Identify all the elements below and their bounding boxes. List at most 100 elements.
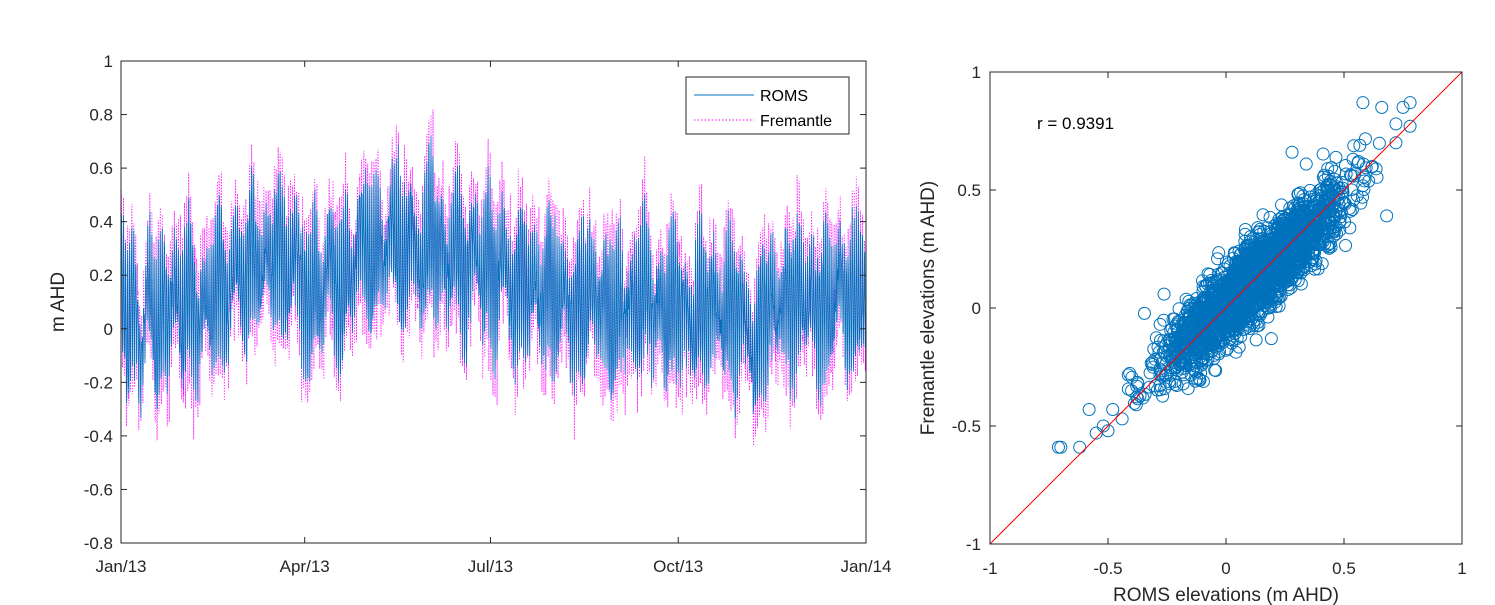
scatter-point — [1173, 332, 1187, 346]
scatter-point — [1356, 190, 1369, 204]
scatter-point — [1190, 334, 1204, 347]
scatter-point — [1369, 162, 1383, 176]
scatter-point — [1192, 309, 1206, 323]
ts-xtick-label: Jul/13 — [468, 557, 513, 576]
scatter-point — [1153, 317, 1167, 331]
scatter-point — [1237, 312, 1251, 326]
sc-ytick-label: 1 — [972, 63, 981, 82]
scatter-point — [1237, 258, 1251, 272]
ts-ytick-label: 0.6 — [89, 159, 113, 178]
scatter-point — [1356, 96, 1370, 110]
scatter-point — [1256, 208, 1270, 222]
ts-ytick-label: -0.2 — [84, 373, 113, 392]
scatter-point — [1172, 302, 1186, 316]
timeseries-axes: -0.8 -0.6 -0.4 -0.2 0 0.2 0.4 0.6 0.8 1 Jan/13 Apr… — [48, 52, 892, 576]
ts-ytick-label: 0.2 — [89, 266, 113, 285]
scatter-point — [1403, 119, 1417, 133]
scatter-point — [1125, 384, 1139, 398]
series-roms — [120, 135, 867, 419]
timeseries-legend: ROMS Fremantle — [685, 76, 850, 135]
scatter-point — [1214, 327, 1228, 341]
scatter-point — [1209, 298, 1223, 312]
scatter-point — [1339, 239, 1353, 253]
scatter-point — [1287, 199, 1301, 213]
sc-xtick-label: -1 — [982, 559, 997, 578]
sc-ytick-label: 0.5 — [957, 181, 981, 200]
scatter-point — [1354, 196, 1368, 210]
scatter-point — [1321, 162, 1335, 176]
ts-xtick-label: Jan/13 — [95, 557, 146, 576]
scatter-point — [1188, 359, 1202, 373]
scatter-point — [1292, 187, 1306, 201]
scatter-points-group — [1051, 96, 1417, 454]
scatter-point — [1291, 274, 1305, 288]
scatter-point — [1252, 318, 1266, 332]
scatter-point — [1101, 424, 1115, 438]
scatter-point — [1201, 267, 1215, 281]
scatter-point — [1310, 237, 1324, 251]
scatter-point — [1272, 212, 1286, 226]
scatter-point — [1293, 201, 1307, 215]
scatter-point — [1168, 374, 1182, 388]
sc-ytick-label: -0.5 — [952, 417, 981, 436]
scatter-point — [1307, 224, 1321, 238]
scatter-point — [1289, 245, 1303, 259]
scatter-point — [1365, 159, 1379, 173]
scatter-point — [1162, 375, 1176, 389]
scatter-point — [1249, 333, 1263, 347]
scatter-point — [1259, 252, 1273, 266]
scatter-point — [1396, 100, 1410, 114]
scatter-point — [1315, 257, 1329, 271]
scatter-point — [1123, 366, 1137, 380]
scatter-point — [1172, 346, 1186, 360]
scatter-point — [1149, 331, 1163, 345]
scatter-point — [1231, 310, 1245, 324]
scatter-y-axis-title: Fremantle elevations (m AHD) — [918, 181, 939, 435]
sc-xtick-label: 0 — [1221, 559, 1230, 578]
scatter-point — [1082, 402, 1096, 416]
scatter-point — [1148, 379, 1162, 393]
scatter-point — [1196, 303, 1210, 317]
scatter-point — [1247, 265, 1260, 279]
scatter-point — [1157, 287, 1171, 301]
scatter-point — [1255, 285, 1269, 299]
scatter-point — [1213, 296, 1227, 310]
scatter-point — [1096, 419, 1110, 433]
scatter-point — [1327, 181, 1341, 195]
scatter-point — [1264, 332, 1278, 346]
scatter-point — [1222, 318, 1236, 332]
scatter-point — [1242, 292, 1256, 306]
scatter-point — [1333, 223, 1347, 237]
scatter-point — [1303, 210, 1317, 224]
sc-xtick-label: 0.5 — [1332, 559, 1356, 578]
scatter-point — [1346, 152, 1360, 166]
scatter-point — [1236, 323, 1250, 337]
scatter-point — [1262, 235, 1276, 249]
scatter-point — [1312, 224, 1326, 238]
scatter-point — [1279, 270, 1293, 284]
scatter-point — [1157, 334, 1171, 348]
scatter-point — [1327, 208, 1341, 222]
ts-ytick-label: -0.6 — [84, 480, 113, 499]
scatter-point — [1129, 398, 1143, 412]
scatter-point — [1352, 154, 1366, 168]
legend-box — [685, 76, 850, 135]
scatter-point — [1266, 277, 1280, 291]
scatter-point — [1128, 396, 1142, 410]
scatter-point — [1389, 117, 1403, 131]
scatter-point — [1179, 292, 1193, 306]
scatter-point — [1259, 241, 1273, 255]
ts-xtick-label: Oct/13 — [653, 557, 703, 576]
scatter-point — [1345, 183, 1359, 197]
scatter-point — [1370, 170, 1384, 184]
ts-xtick-label: Apr/13 — [280, 557, 330, 576]
scatter-point — [1240, 289, 1254, 303]
scatter-axes: -1 -0.5 0 0.5 1 -1 -0.5 0 0.5 1 r = 0.9391 ROMS … — [918, 63, 1467, 605]
scatter-point — [1357, 170, 1371, 184]
scatter-point — [1115, 412, 1129, 426]
ts-xtick-label: Jan/14 — [840, 557, 891, 576]
one-to-one-reference-line — [989, 71, 1463, 545]
scatter-point — [1338, 159, 1352, 173]
scatter-point — [1306, 253, 1320, 267]
